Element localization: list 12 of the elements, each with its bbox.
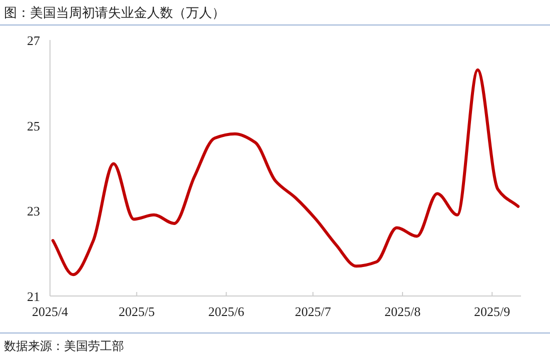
x-tick-label: 2025/4 bbox=[32, 304, 69, 319]
x-tick-label: 2025/5 bbox=[118, 304, 155, 319]
chart-title: 图：美国当周初请失业金人数（万人） bbox=[4, 5, 225, 21]
x-tick-label: 2025/7 bbox=[294, 304, 332, 319]
x-tick-label: 2025/8 bbox=[384, 304, 421, 319]
x-tick-label: 2025/9 bbox=[474, 304, 510, 319]
y-tick-label: 25 bbox=[27, 118, 40, 134]
y-tick-label: 21 bbox=[27, 289, 40, 304]
x-tick-label: 2025/6 bbox=[208, 304, 245, 319]
y-tick-label: 23 bbox=[27, 204, 40, 219]
source-note: 数据来源：美国劳工部 bbox=[4, 339, 124, 353]
y-tick-label: 27 bbox=[27, 33, 40, 48]
